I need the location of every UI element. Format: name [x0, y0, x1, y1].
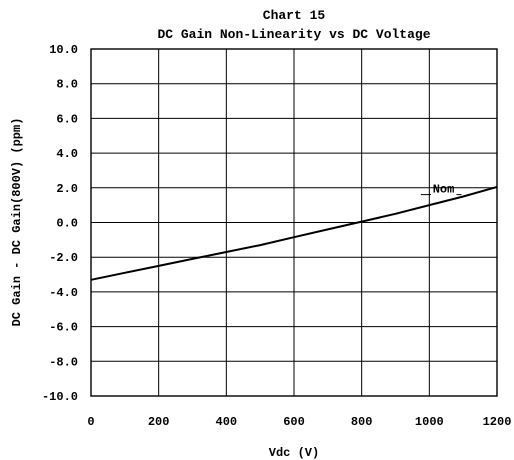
y-tick-label: 2.0 — [56, 182, 78, 196]
plot-frame — [90, 48, 498, 397]
y-tick-label: -6.0 — [49, 321, 78, 335]
x-tick-label: 1200 — [483, 415, 512, 429]
x-axis-label: Vdc (V) — [269, 446, 319, 460]
series-line-nom — [90, 185, 498, 281]
x-tick-label: 200 — [148, 415, 170, 429]
y-tick-label: 6.0 — [56, 112, 78, 126]
y-tick-label: -4.0 — [49, 286, 78, 300]
y-tick-label: 10.0 — [49, 43, 78, 57]
x-tick-label: 600 — [283, 415, 305, 429]
y-tick-label: 0.0 — [56, 217, 78, 231]
y-axis-label: DC Gain - DC Gain(800V) (ppm) — [10, 118, 24, 327]
grid-layer — [90, 48, 498, 397]
chart-subtitle: DC Gain Non-Linearity vs DC Voltage — [157, 27, 430, 42]
chart-title: Chart 15 — [263, 8, 326, 23]
x-tick-label: 400 — [216, 415, 238, 429]
y-tick-label: 4.0 — [56, 147, 78, 161]
y-tick-label: -8.0 — [49, 355, 78, 369]
x-tick-label: 0 — [87, 415, 94, 429]
x-tick-label: 1000 — [415, 415, 444, 429]
y-tick-label: -2.0 — [49, 251, 78, 265]
y-tick-label: 8.0 — [56, 78, 78, 92]
x-tick-label: 800 — [351, 415, 373, 429]
y-tick-label: -10.0 — [42, 390, 78, 404]
series-layer: Nom — [90, 183, 498, 281]
tick-labels: 0 200 400 600 800 1000 1200 10.0 8.0 6.0 4.0 2.0 0.0… — [42, 43, 511, 429]
series-label: Nom — [433, 183, 455, 197]
